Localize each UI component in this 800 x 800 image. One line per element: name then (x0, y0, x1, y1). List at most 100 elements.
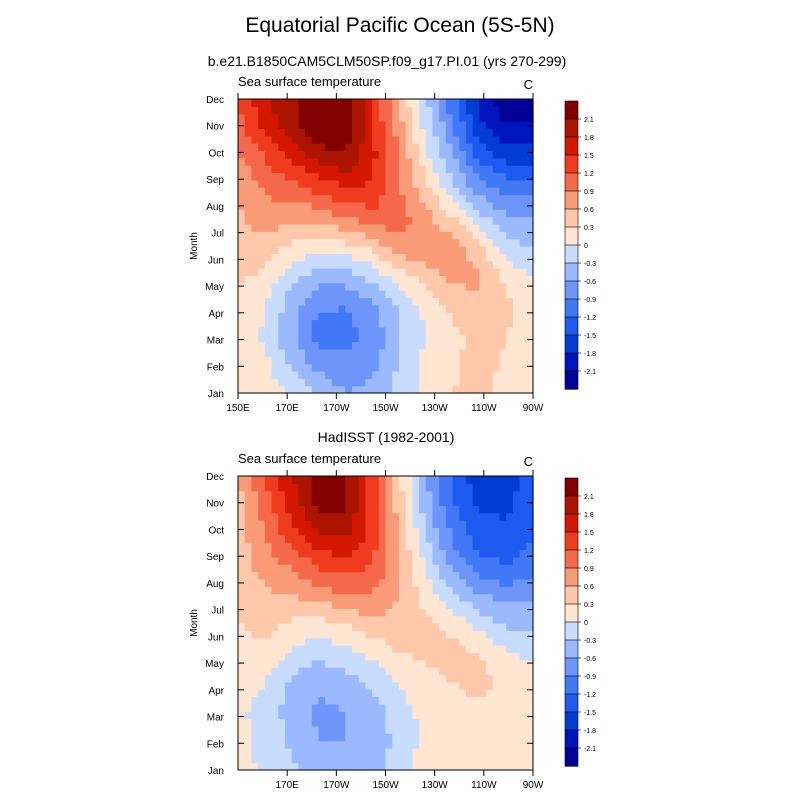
heatmap-cell (445, 527, 454, 536)
heatmap-cell (238, 260, 246, 269)
heatmap-cell (512, 505, 521, 514)
heatmap-cell (405, 667, 413, 676)
heatmap-cell (479, 341, 487, 350)
heatmap-cell (331, 135, 340, 144)
heatmap-cell (291, 755, 299, 764)
heatmap-cell (251, 282, 259, 291)
heatmap-cell (519, 703, 527, 712)
heatmap-cell (351, 725, 360, 734)
x-tick-label: 110W (471, 780, 497, 791)
heatmap-cell (345, 681, 353, 690)
heatmap-cell (298, 498, 306, 506)
heatmap-cell (372, 231, 380, 240)
heatmap-cell (519, 762, 527, 771)
heatmap-cell (472, 246, 480, 254)
heatmap-cell (305, 615, 313, 624)
heatmap-cell (392, 297, 400, 306)
heatmap-cell (325, 637, 333, 646)
heatmap-cell (238, 334, 246, 343)
heatmap-cell (284, 498, 293, 506)
heatmap-cell (519, 512, 527, 521)
heatmap-cell (419, 290, 427, 299)
heatmap-cell (445, 99, 454, 107)
heatmap-cell (251, 319, 259, 328)
heatmap-cell (284, 755, 293, 764)
heatmap-cell (264, 600, 273, 609)
heatmap-cell (392, 275, 400, 284)
heatmap-cell (305, 363, 313, 372)
heatmap-cell (398, 143, 407, 152)
heatmap-cell (392, 128, 400, 137)
heatmap-cell (372, 696, 380, 705)
heatmap-cell (519, 165, 527, 174)
colorbar-label: 1.2 (584, 171, 594, 178)
heatmap-cell (284, 571, 293, 580)
heatmap-cell (238, 370, 246, 379)
heatmap-cell (445, 268, 454, 276)
heatmap-cell (452, 600, 460, 609)
heatmap-cell (311, 667, 320, 676)
heatmap-cell (358, 747, 366, 756)
heatmap-cell (425, 135, 434, 144)
heatmap-cell (318, 341, 326, 350)
y-tick-label: Jan (208, 389, 224, 400)
heatmap-cell (365, 696, 373, 705)
heatmap-cell (278, 275, 286, 284)
heatmap-cell (311, 370, 320, 379)
colorbar-swatch (564, 729, 579, 749)
heatmap-cell (338, 334, 346, 343)
heatmap-cell (331, 534, 340, 543)
heatmap-cell (445, 172, 454, 181)
heatmap-cell (519, 370, 527, 379)
heatmap-cell (398, 556, 407, 565)
heatmap-cell (392, 363, 400, 372)
heatmap-cell (238, 157, 246, 166)
heatmap-cell (238, 106, 246, 115)
heatmap-cell (284, 319, 293, 328)
heatmap-cell (251, 385, 259, 394)
heatmap-cell (311, 356, 320, 365)
heatmap-cell (284, 370, 293, 379)
heatmap-cell (499, 718, 507, 727)
heatmap-cell (311, 689, 320, 698)
heatmap-cell (271, 201, 279, 210)
heatmap-cell (372, 172, 380, 181)
heatmap-cell (412, 194, 420, 203)
heatmap-cell (325, 711, 333, 720)
heatmap-cell (258, 608, 266, 617)
heatmap-cell (311, 652, 320, 661)
heatmap-cell (311, 498, 320, 506)
heatmap-cell (419, 179, 427, 188)
heatmap-cell (264, 667, 273, 676)
heatmap-cell (526, 238, 534, 247)
heatmap-cell (432, 209, 440, 218)
heatmap-cell (338, 150, 346, 159)
heatmap-cell (378, 319, 387, 328)
heatmap-cell (338, 623, 346, 631)
heatmap-cell (445, 282, 454, 291)
colorbar-swatch (564, 675, 579, 695)
heatmap-cell (305, 260, 313, 269)
heatmap-cell (358, 194, 366, 203)
heatmap-cell (506, 623, 514, 631)
heatmap-cell (291, 297, 299, 306)
heatmap-cell (318, 593, 326, 602)
heatmap-cell (318, 578, 326, 587)
heatmap-cell (506, 483, 514, 492)
heatmap-cell (465, 304, 474, 313)
colorbar-label: -0.9 (584, 297, 596, 304)
heatmap-cell (378, 304, 387, 313)
heatmap-cell (506, 608, 514, 617)
heatmap-cell (345, 268, 353, 276)
heatmap-cell (345, 667, 353, 676)
heatmap-cell (385, 755, 393, 764)
heatmap-cell (331, 290, 340, 299)
heatmap-cell (311, 157, 320, 166)
heatmap-cell (445, 356, 454, 365)
heatmap-cell (278, 623, 286, 631)
heatmap-cell (298, 718, 306, 727)
heatmap-cell (378, 490, 387, 499)
heatmap-cell (519, 304, 527, 313)
heatmap-cell (425, 593, 434, 602)
heatmap-cell (405, 121, 413, 129)
